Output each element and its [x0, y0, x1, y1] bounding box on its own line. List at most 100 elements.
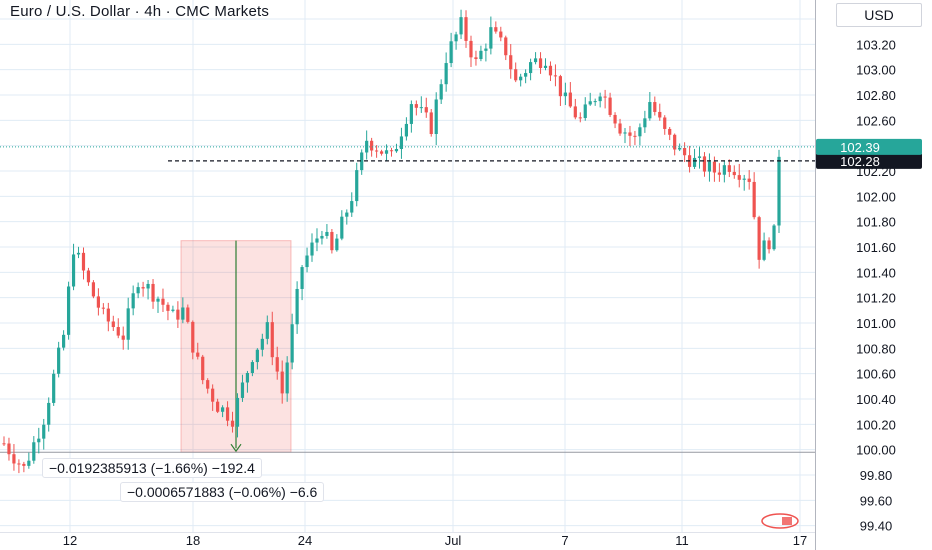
candle-body: [638, 127, 642, 137]
candle-body: [62, 334, 66, 348]
candle-body: [489, 27, 493, 49]
candle-body: [66, 286, 71, 335]
candle-body: [697, 156, 702, 158]
candle-body: [57, 347, 61, 374]
candle-body: [389, 150, 394, 152]
x-tick-label: 17: [793, 533, 807, 548]
candle-body: [499, 31, 503, 38]
candle-body: [280, 371, 284, 394]
candle-body: [419, 107, 423, 109]
candle-body: [116, 327, 120, 336]
candle-body: [692, 157, 697, 167]
candle-body: [106, 308, 110, 322]
candle-body: [250, 362, 254, 373]
candle-body: [474, 57, 478, 60]
candle-body: [608, 97, 612, 115]
candle-body: [101, 307, 105, 309]
y-tick-label: 101.40: [856, 265, 896, 280]
candle-body: [216, 401, 220, 412]
candle-body: [424, 107, 428, 113]
candle-body: [558, 76, 563, 97]
candle-body: [494, 27, 498, 32]
candle-body: [300, 267, 304, 289]
y-tick-label: 99.80: [860, 468, 893, 483]
x-tick-label: Jul: [445, 533, 462, 548]
candle-body: [394, 148, 399, 152]
candle-body: [384, 150, 389, 154]
x-tick-label: 24: [298, 533, 312, 548]
candle-body: [156, 298, 160, 302]
candle-body: [648, 102, 652, 119]
candle-body: [553, 75, 558, 77]
candle-body: [12, 454, 16, 464]
candle-body: [379, 151, 384, 154]
x-tick-label: 18: [186, 533, 200, 548]
candle-body: [593, 101, 597, 103]
candle-body: [131, 293, 135, 309]
candle-body: [22, 463, 26, 466]
candle-body: [91, 282, 96, 297]
candle-body: [335, 238, 339, 251]
candle-body: [742, 178, 746, 180]
currency-selector[interactable]: USD: [836, 3, 922, 27]
candle-body: [429, 112, 433, 135]
candle-body: [310, 242, 314, 256]
candle-body: [702, 156, 707, 172]
y-tick-label: 100.80: [856, 341, 896, 356]
candle-body: [414, 104, 418, 108]
y-tick-label: 103.20: [856, 37, 896, 52]
reference-price-label: 102.28: [840, 154, 880, 169]
tradingview-logo-icon: [761, 513, 799, 529]
candle-body: [47, 402, 51, 425]
candle-body: [76, 252, 81, 255]
candle-body: [295, 288, 299, 325]
candle-body: [181, 307, 185, 320]
candle-body: [17, 463, 21, 465]
candle-body: [285, 362, 289, 394]
candle-body: [434, 99, 438, 135]
candle-body: [355, 170, 359, 202]
y-tick-label: 102.80: [856, 88, 896, 103]
candle-body: [220, 407, 225, 412]
candle-body: [762, 240, 766, 260]
candle-body: [196, 352, 200, 357]
candle-body: [484, 48, 488, 51]
candle-body: [459, 17, 463, 35]
candle-body: [747, 178, 751, 182]
candle-body: [245, 372, 250, 383]
y-tick-label: 102.00: [856, 189, 896, 204]
candle-body: [668, 128, 672, 135]
y-tick-label: 101.60: [856, 240, 896, 255]
y-tick-label: 100.60: [856, 367, 896, 382]
y-tick-label: 99.40: [860, 519, 893, 534]
y-tick-label: 101.20: [856, 291, 896, 306]
candle-body: [211, 388, 215, 402]
candle-body: [509, 55, 513, 70]
candle-body: [717, 172, 721, 175]
candle-body: [265, 322, 269, 339]
y-tick-label: 103.00: [856, 63, 896, 78]
y-tick-label: 100.00: [856, 443, 896, 458]
candle-body: [633, 135, 637, 137]
candle-body: [37, 438, 41, 443]
candle-body: [146, 283, 150, 289]
candle-body: [444, 63, 448, 85]
candle-body: [370, 140, 374, 151]
candle-body: [449, 41, 453, 64]
candle-body: [161, 298, 165, 305]
candle-body: [320, 235, 324, 239]
candle-body: [81, 252, 86, 271]
candle-body: [7, 443, 11, 455]
candle-body: [598, 96, 602, 102]
candle-body: [2, 443, 6, 445]
candle-body: [121, 335, 125, 340]
candle-body: [678, 148, 682, 150]
candle-body: [171, 309, 175, 311]
y-tick-label: 99.60: [860, 493, 893, 508]
candle-body: [32, 442, 36, 461]
x-tick-label: 12: [63, 533, 77, 548]
candle-body: [673, 134, 677, 150]
candle-body: [563, 92, 567, 97]
candle-body: [548, 65, 553, 76]
